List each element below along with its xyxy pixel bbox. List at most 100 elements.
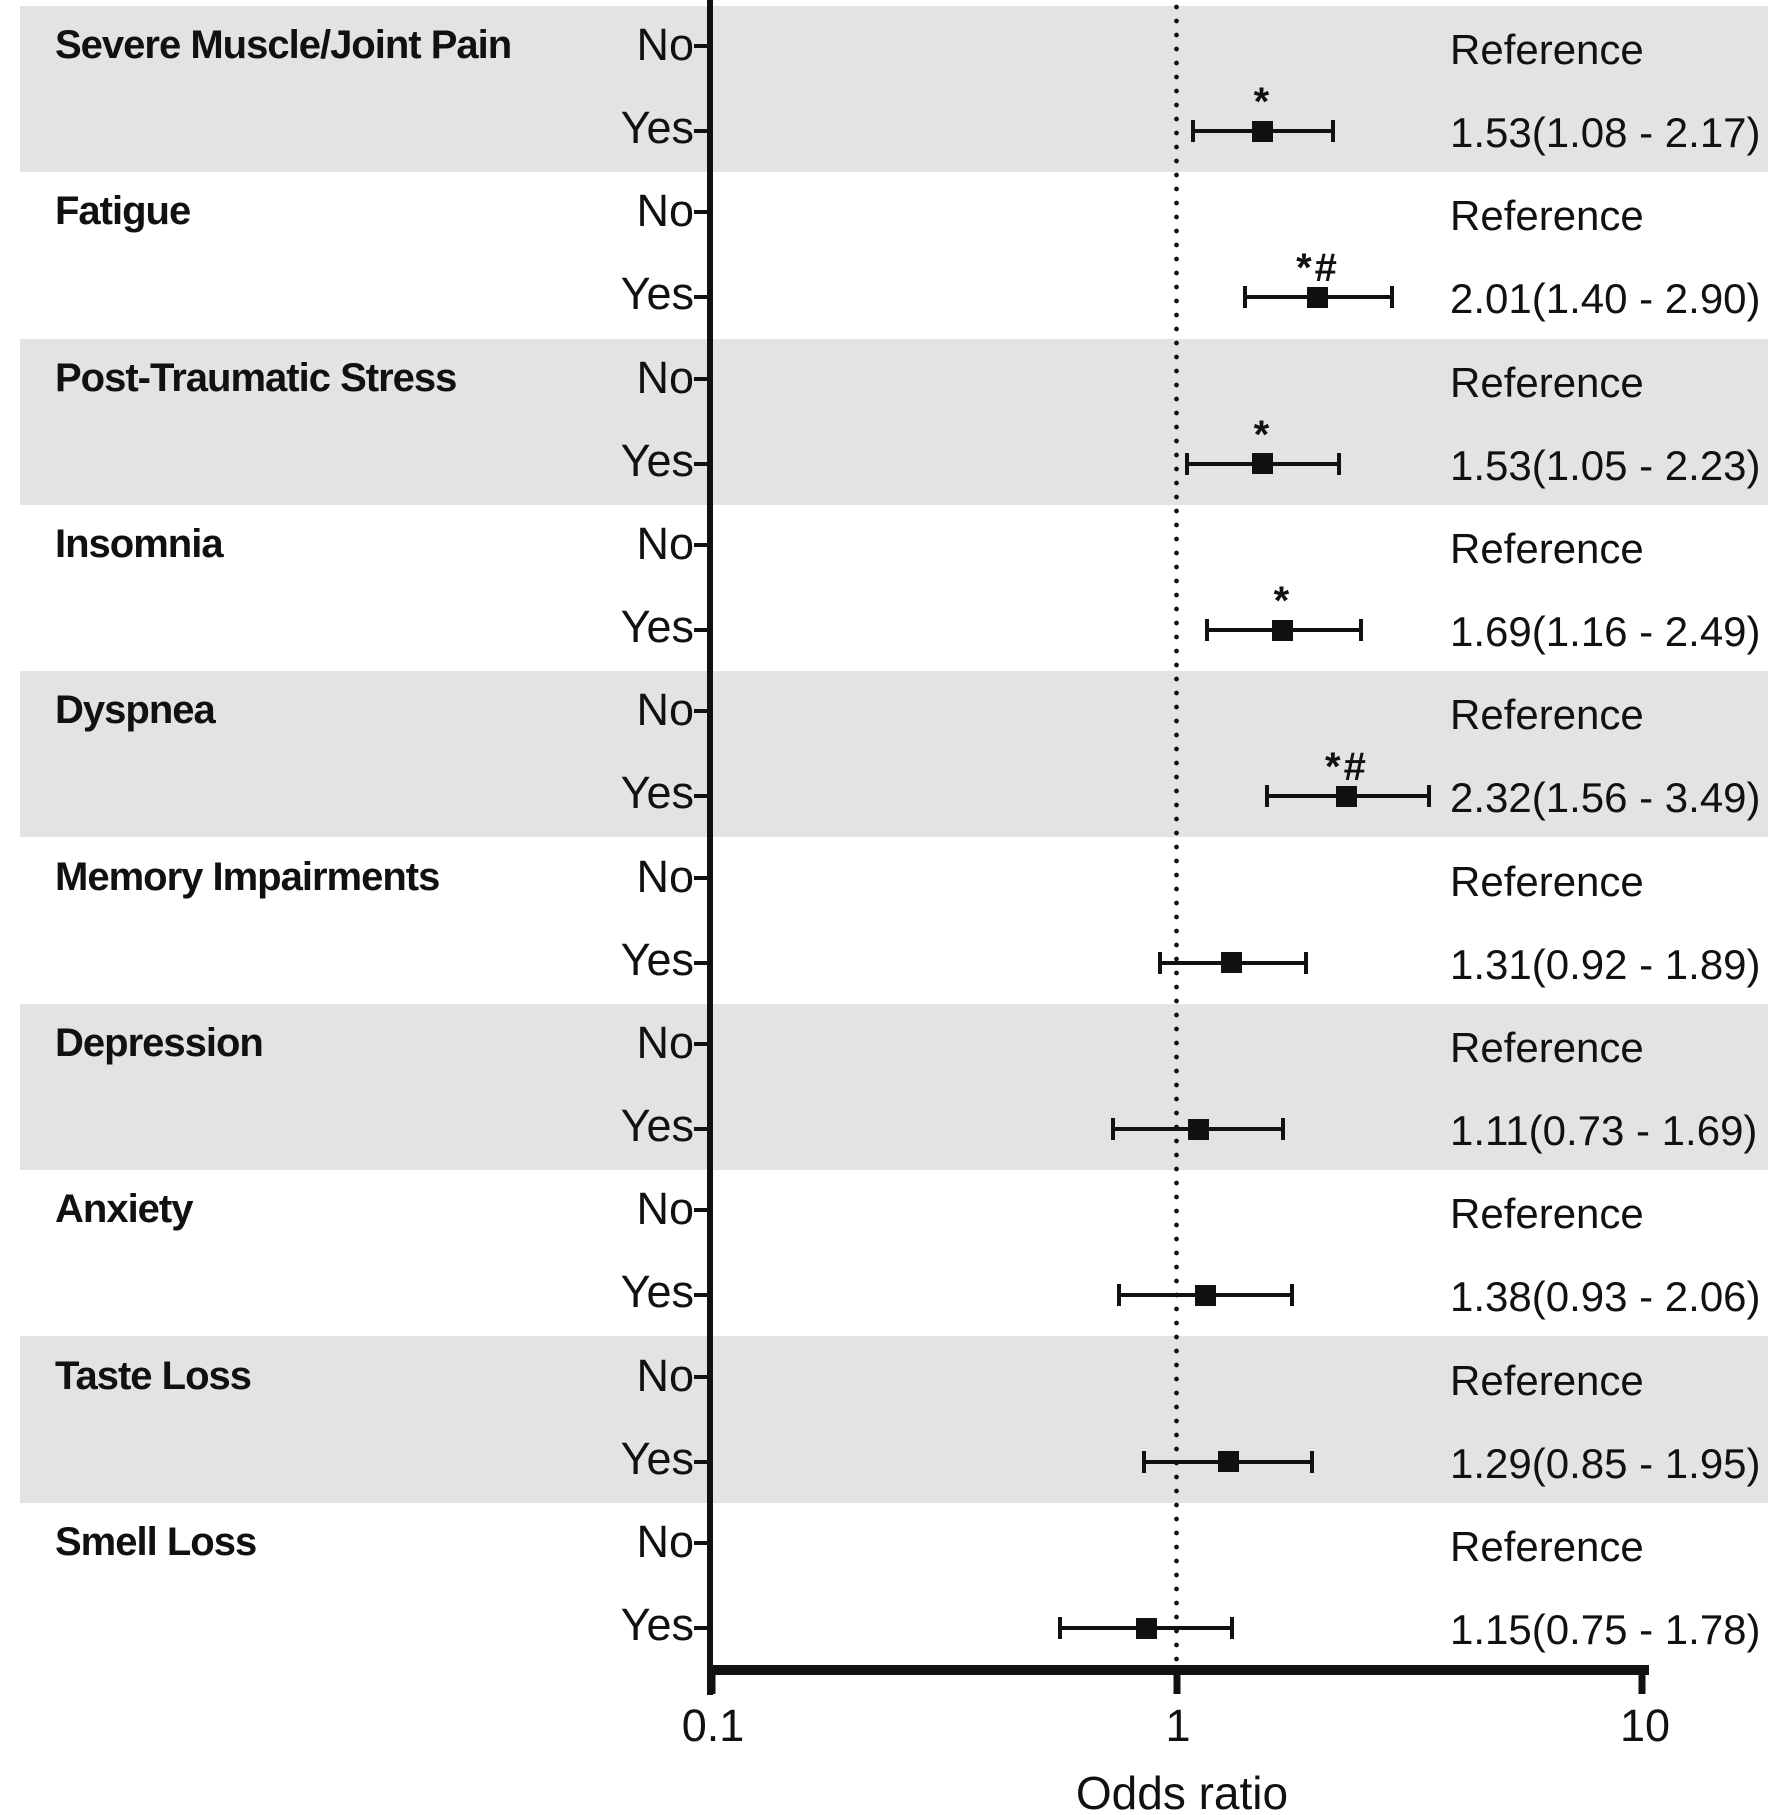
or-value-label: 1.31(0.92 - 1.89) [1450,940,1761,988]
y-axis-tick [694,1127,712,1132]
reference-label: Reference [1450,524,1644,572]
x-axis-tick-0p1 [708,1675,716,1694]
level-label-no: No [636,351,694,403]
level-label-yes: Yes [620,268,694,320]
y-axis-tick [694,960,712,965]
level-label-no: No [636,185,694,237]
level-label-yes: Yes [620,102,694,154]
level-label-yes: Yes [620,1266,694,1318]
or-square-marker [1336,785,1358,807]
or-square-marker [1221,952,1243,974]
significance-annotation: *# [1325,745,1369,790]
symptom-label: Depression [55,1020,264,1065]
x-axis-tick-10 [1638,1675,1646,1694]
y-axis-tick [694,1293,712,1298]
ci-cap-left [1057,1617,1062,1640]
level-label-yes: Yes [620,1599,694,1651]
x-axis-tick-label-0p1: 0.1 [681,1700,745,1751]
reference-label: Reference [1450,192,1644,240]
level-label-yes: Yes [620,434,694,486]
y-axis-tick [694,461,712,466]
level-label-yes: Yes [620,933,694,985]
symptom-label: Dyspnea [55,688,216,733]
or-value-label: 1.53(1.08 - 2.17) [1450,109,1761,157]
y-axis-tick [694,542,712,547]
or-square-marker [1217,1451,1239,1473]
symptom-label: Severe Muscle/Joint Pain [55,23,512,67]
y-axis-tick [694,794,712,799]
ci-cap-left [1111,1118,1116,1141]
symptom-label: Post-Traumatic Stress [55,355,457,400]
y-axis-tick [694,1208,712,1213]
ci-cap-left [1158,951,1163,974]
level-label-yes: Yes [620,1100,694,1152]
y-axis-tick [694,709,712,714]
x-axis-title: Odds ratio [1075,1767,1289,1815]
symptom-label: Smell Loss [55,1519,257,1564]
y-axis-tick [694,1540,712,1545]
significance-annotation: *# [1296,246,1340,291]
x-axis-tick-1 [1173,1675,1181,1694]
or-square-marker [1307,286,1329,308]
y-axis-tick [694,129,712,134]
y-axis-tick [694,376,712,381]
significance-annotation: * [1253,412,1273,457]
y-axis-tick [694,1626,712,1631]
reference-label: Reference [1450,1522,1644,1570]
or-value-label: 1.15(0.75 - 1.78) [1450,1606,1761,1654]
or-square-marker [1187,1118,1209,1140]
y-axis-tick [694,875,712,880]
y-axis-tick [694,1041,712,1046]
reference-label: Reference [1450,1356,1644,1404]
level-label-no: No [636,1016,694,1068]
band [20,338,1768,505]
symptom-label: Fatigue [55,189,191,234]
or-value-label: 1.38(0.93 - 2.06) [1450,1273,1761,1321]
level-label-yes: Yes [620,767,694,819]
x-axis-line [707,1665,1649,1675]
level-label-no: No [636,1183,694,1235]
or-square-marker [1272,619,1294,641]
level-label-yes: Yes [620,1432,694,1484]
level-label-no: No [636,1515,694,1567]
ci-cap-left [1204,619,1209,642]
band [20,6,1768,173]
band [20,1336,1768,1503]
level-label-no: No [636,19,694,70]
or-value-label: 2.01(1.40 - 2.90) [1450,275,1761,323]
y-axis-tick [694,1459,712,1464]
band [20,1003,1768,1171]
symptom-label: Insomnia [55,521,224,566]
ci-cap-right [1229,1617,1234,1640]
y-axis-line [707,0,713,1695]
or-square-marker [1194,1284,1216,1306]
level-label-no: No [636,1349,694,1401]
ci-cap-right [1427,785,1432,808]
reference-label: Reference [1450,1023,1644,1071]
y-axis-tick [694,1374,712,1379]
ci-cap-right [1359,619,1364,642]
y-axis-tick [694,628,712,633]
or-value-label: 1.53(1.05 - 2.23) [1450,441,1761,489]
or-value-label: 1.11(0.73 - 1.69) [1450,1107,1758,1155]
ci-cap-right [1309,1450,1314,1473]
ci-cap-left [1242,286,1247,309]
or-value-label: 2.32(1.56 - 3.49) [1450,774,1761,822]
level-label-no: No [636,684,694,736]
x-axis-tick-label-1: 1 [1165,1700,1191,1751]
ci-cap-right [1336,452,1341,475]
reference-label: Reference [1450,691,1644,739]
reference-label: Reference [1450,358,1644,406]
ci-cap-right [1390,286,1394,309]
level-label-no: No [636,517,694,569]
ci-cap-left [1264,785,1269,808]
or-square-marker [1252,453,1274,475]
symptom-label: Memory Impairments [55,854,440,899]
significance-annotation: * [1253,80,1273,125]
reference-line-dotted [1174,0,1179,1668]
significance-annotation: * [1273,579,1293,624]
symptom-label: Taste Loss [55,1353,252,1398]
symptom-label: Anxiety [55,1187,193,1232]
level-label-yes: Yes [620,601,694,653]
